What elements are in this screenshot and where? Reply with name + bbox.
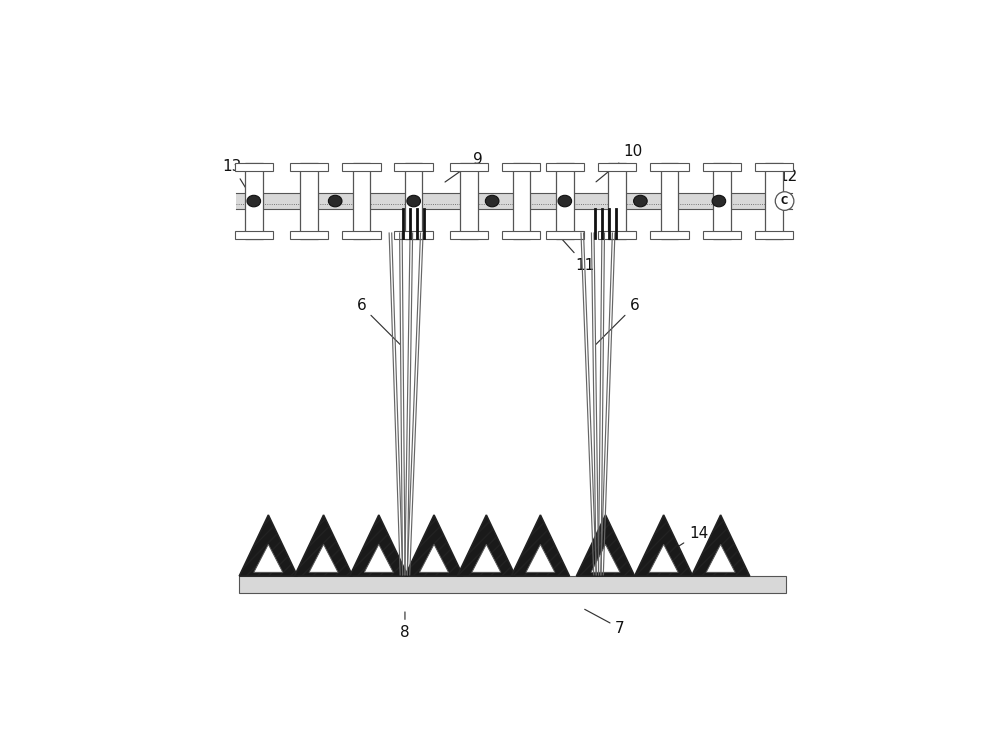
Bar bbox=[703, 231, 741, 239]
Bar bbox=[460, 163, 478, 239]
Polygon shape bbox=[239, 515, 297, 576]
Polygon shape bbox=[294, 515, 353, 576]
Text: 12: 12 bbox=[778, 169, 798, 184]
Bar bbox=[450, 231, 488, 239]
Text: 13: 13 bbox=[223, 159, 252, 199]
Bar bbox=[342, 231, 381, 239]
Bar bbox=[661, 163, 678, 239]
Polygon shape bbox=[706, 544, 735, 572]
Bar bbox=[245, 163, 263, 239]
Bar bbox=[342, 163, 381, 171]
Text: 6: 6 bbox=[356, 298, 400, 344]
Polygon shape bbox=[649, 544, 678, 572]
Bar bbox=[608, 163, 626, 239]
Polygon shape bbox=[405, 515, 463, 576]
Bar bbox=[755, 231, 793, 239]
Text: 10: 10 bbox=[596, 143, 643, 182]
Polygon shape bbox=[419, 544, 449, 572]
Ellipse shape bbox=[634, 196, 647, 207]
Text: 6: 6 bbox=[596, 298, 639, 344]
Bar bbox=[450, 163, 488, 171]
Bar bbox=[650, 231, 689, 239]
Polygon shape bbox=[457, 515, 515, 576]
Bar bbox=[512, 163, 530, 239]
Bar bbox=[546, 163, 584, 171]
Text: C: C bbox=[781, 196, 788, 206]
Polygon shape bbox=[635, 515, 693, 576]
Polygon shape bbox=[364, 544, 393, 572]
Ellipse shape bbox=[712, 196, 726, 207]
Bar bbox=[235, 163, 273, 171]
Polygon shape bbox=[692, 515, 750, 576]
Bar bbox=[546, 231, 584, 239]
Bar bbox=[650, 163, 689, 171]
Bar bbox=[755, 163, 793, 171]
Polygon shape bbox=[511, 515, 569, 576]
Ellipse shape bbox=[328, 196, 342, 207]
Bar bbox=[765, 163, 783, 239]
Circle shape bbox=[775, 192, 794, 211]
Ellipse shape bbox=[407, 196, 420, 207]
Text: 8: 8 bbox=[400, 612, 410, 640]
Text: 7: 7 bbox=[585, 609, 625, 636]
Text: 14: 14 bbox=[666, 526, 708, 554]
Bar bbox=[235, 231, 273, 239]
Bar bbox=[598, 231, 636, 239]
Ellipse shape bbox=[485, 196, 499, 207]
Bar bbox=[394, 231, 433, 239]
Bar bbox=[394, 163, 433, 171]
Bar bbox=[598, 163, 636, 171]
Polygon shape bbox=[472, 544, 501, 572]
Ellipse shape bbox=[558, 196, 572, 207]
Bar bbox=[236, 193, 792, 208]
Bar bbox=[290, 163, 328, 171]
Polygon shape bbox=[526, 544, 555, 572]
Text: 11: 11 bbox=[562, 239, 595, 273]
Polygon shape bbox=[254, 544, 283, 572]
Polygon shape bbox=[350, 515, 408, 576]
Bar bbox=[502, 231, 540, 239]
Bar bbox=[239, 576, 786, 593]
Polygon shape bbox=[591, 544, 620, 572]
Polygon shape bbox=[309, 544, 338, 572]
Bar bbox=[290, 231, 328, 239]
Polygon shape bbox=[576, 515, 635, 576]
Ellipse shape bbox=[247, 196, 261, 207]
Bar bbox=[300, 163, 318, 239]
Bar bbox=[405, 163, 422, 239]
Bar bbox=[353, 163, 370, 239]
Bar bbox=[556, 163, 574, 239]
Bar bbox=[713, 163, 731, 239]
Bar bbox=[703, 163, 741, 171]
Bar bbox=[502, 163, 540, 171]
Text: 9: 9 bbox=[445, 152, 482, 182]
